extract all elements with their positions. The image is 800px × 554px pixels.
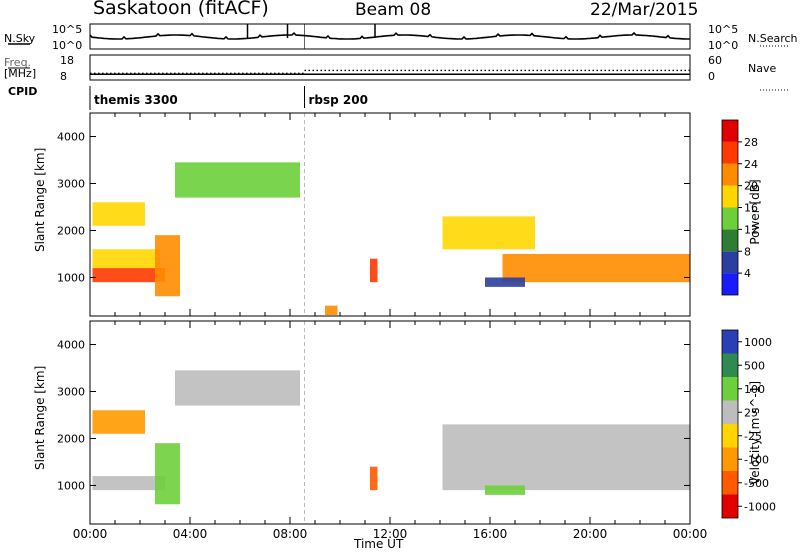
nave-tick-low: 0: [708, 70, 715, 83]
panel-1-band-2: [155, 443, 180, 505]
panel-0-band-3: [155, 235, 180, 297]
panel-0-band-0: [92, 268, 165, 283]
power-colorbar-label-2: 20: [744, 180, 758, 193]
noise-panel-frame: [89, 23, 691, 50]
power-colorbar-swatch-1: [722, 251, 738, 274]
cpid-label: CPID: [8, 85, 38, 98]
freq-tick-high: 18: [60, 54, 74, 67]
power-colorbar-swatch-3: [722, 207, 738, 230]
power-colorbar-label-3: 16: [744, 202, 758, 215]
noise-tick-high: 10^5: [52, 23, 82, 36]
cpid-segment-0: themis 3300: [94, 93, 178, 107]
panel-1-ylabel-2: 2000: [57, 432, 85, 445]
velocity-colorbar-swatch-6: [722, 353, 738, 377]
panel-1-ylabel-1: 3000: [57, 385, 85, 398]
xlabel: Time UT: [354, 537, 404, 551]
velocity-colorbar-swatch-1: [722, 471, 738, 495]
nsky-label: N.Sky: [4, 32, 36, 45]
panel-0-band-1: [92, 249, 160, 269]
power-colorbar-swatch-5: [722, 163, 738, 186]
power-colorbar-swatch-0: [722, 273, 738, 295]
power-colorbar-label-4: 12: [744, 223, 758, 236]
power-colorbar-swatch-4: [722, 185, 738, 208]
velocity-colorbar-label-4: -25: [744, 430, 762, 443]
power-colorbar-swatch-2: [722, 229, 738, 252]
nsky-line: [89, 31, 690, 40]
panel-0-band-5: [325, 305, 338, 316]
panel-0-ylabel-2: 2000: [57, 224, 85, 237]
panel-0-band-2: [92, 202, 145, 226]
panel-0-band-9: [485, 277, 525, 287]
panel-0-ylabel-1: 3000: [57, 177, 85, 190]
nave-tick-high: 60: [708, 54, 722, 67]
freq-unit: [MHz]: [4, 67, 37, 80]
freq-label: Freq.: [4, 56, 32, 69]
panel-1-ylabel-0: 4000: [57, 338, 85, 351]
x-tick-label-1: 04:00: [173, 527, 208, 541]
velocity-colorbar-frame: [721, 329, 739, 519]
panel-0-band-7: [442, 216, 535, 250]
velocity-colorbar-swatch-4: [722, 400, 738, 424]
date-title: 22/Mar/2015: [590, 0, 699, 20]
noise-tick-low-right: 10^0: [708, 39, 738, 52]
station-title: Saskatoon (fitACF): [93, 0, 269, 19]
x-tick-label-3: 12:00: [373, 527, 408, 541]
cpid-segment-1: rbsp 200: [309, 93, 368, 107]
velocity-colorbar-swatch-3: [722, 424, 738, 448]
noise-tick-high-right: 10^5: [708, 23, 738, 36]
velocity-colorbar-label-2: 100: [744, 383, 765, 396]
panel-0-band-8: [502, 253, 690, 283]
velocity-colorbar-label-7: -1000: [744, 500, 776, 513]
power-colorbar-label-5: 8: [744, 245, 751, 258]
velocity-colorbar-swatch-0: [722, 494, 738, 518]
panel-1-band-5: [442, 424, 690, 491]
power-colorbar-swatch-6: [722, 141, 738, 164]
panel-0-ylabel-3: 1000: [57, 271, 85, 284]
power-colorbar-label-1: 24: [744, 158, 758, 171]
velocity-colorbar-label-6: -500: [744, 477, 769, 490]
x-tick-label-2: 08:00: [273, 527, 308, 541]
noise-tick-low: 10^0: [52, 39, 82, 52]
power-colorbar-label-6: 4: [744, 267, 751, 280]
panel-0-band-6: [370, 258, 378, 283]
panel-1-band-0: [92, 476, 165, 491]
nave-label: Nave: [748, 62, 777, 75]
velocity-colorbar-label-3: 25: [744, 406, 758, 419]
power-colorbar-swatch-7: [722, 120, 738, 142]
panel-1-band-6: [485, 485, 525, 495]
velocity-colorbar-swatch-5: [722, 377, 738, 401]
velocity-colorbar-swatch-7: [722, 330, 738, 354]
panel-1-band-4: [370, 466, 378, 491]
freq-tick-low: 8: [60, 70, 67, 83]
power-colorbar-label-0: 28: [744, 136, 758, 149]
x-tick-label-6: 00:00: [673, 527, 708, 541]
x-tick-label-0: 00:00: [73, 527, 108, 541]
beam-title: Beam 08: [355, 0, 432, 20]
nsearch-label: N.Search: [748, 32, 798, 45]
velocity-colorbar-label-1: 500: [744, 359, 765, 372]
panel-0-ylabel-0: 4000: [57, 130, 85, 143]
freq-panel-frame: [89, 54, 691, 81]
x-tick-label-5: 20:00: [573, 527, 608, 541]
panel-0-band-4: [175, 162, 300, 198]
velocity-colorbar-label-5: -100: [744, 453, 769, 466]
panel-1-ylabel-3: 1000: [57, 479, 85, 492]
x-tick-label-4: 16:00: [473, 527, 508, 541]
panel-1-band-3: [175, 370, 300, 406]
panel-1-band-1: [92, 410, 145, 434]
velocity-colorbar-label-0: 1000: [744, 336, 772, 349]
velocity-colorbar-swatch-2: [722, 447, 738, 471]
